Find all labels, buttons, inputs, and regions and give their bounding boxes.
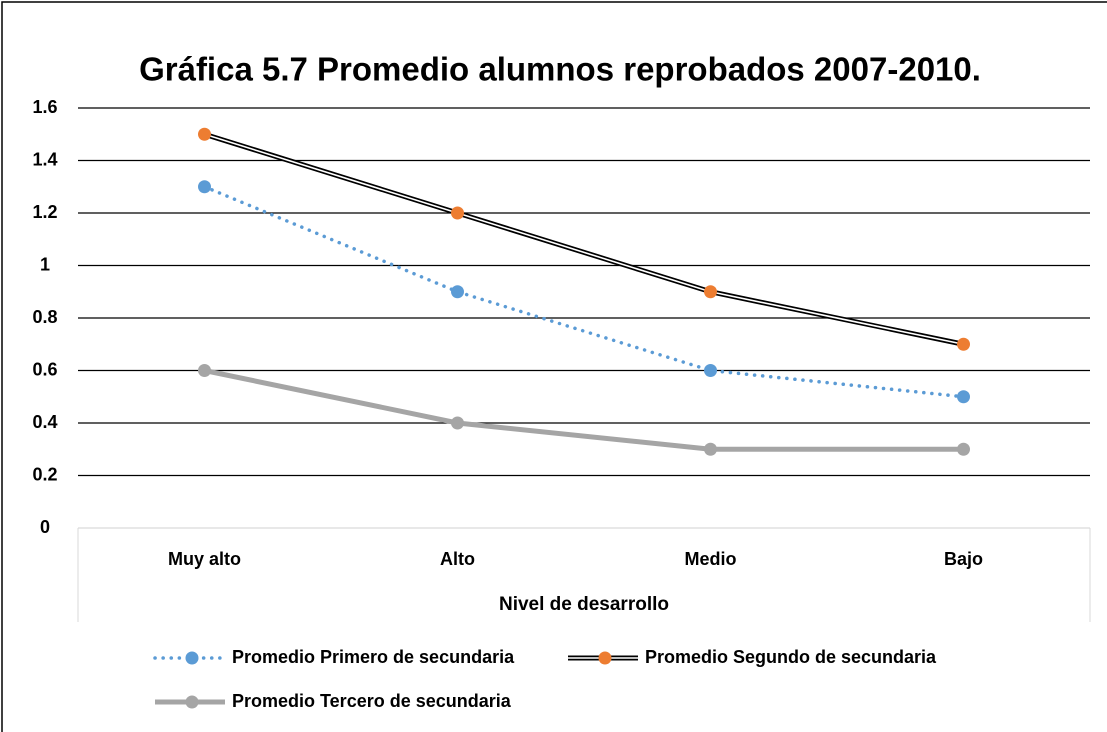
legend-label: Promedio Tercero de secundaria [232,691,512,711]
legend-marker [185,695,199,709]
x-axis-title: Nivel de desarrollo [499,594,669,615]
marker [704,442,717,456]
legend-label: Promedio Primero de secundaria [232,647,515,667]
line [202,185,966,399]
y-tick-label: 0.4 [32,412,57,432]
y-tick-label: 0.8 [32,307,57,327]
marker [704,364,717,377]
marker [957,337,970,351]
x-tick-label: Bajo [944,549,983,569]
y-tick-label: 0.2 [32,464,57,484]
marker [451,206,464,220]
x-tick-label: Medio [685,549,737,569]
marker [451,416,464,430]
marker [957,390,970,404]
y-tick-label: 1 [40,254,50,274]
chart-title: Gráfica 5.7 Promedio alumnos reprobados … [139,51,981,88]
marker [957,442,970,456]
y-tick-label: 1.6 [32,97,57,117]
line [203,131,965,347]
marker [198,180,211,194]
marker [198,364,211,377]
line-inner [204,133,964,346]
x-tick-label: Muy alto [168,549,241,569]
y-tick-label: 1.4 [32,149,57,169]
legend-marker [598,651,612,665]
y-tick-label: 0.6 [32,359,57,379]
legend-label: Promedio Segundo de secundaria [645,647,937,667]
marker [451,285,464,299]
marker [198,127,211,141]
y-tick-label: 1.2 [32,202,57,222]
marker [704,285,717,299]
line [203,368,964,452]
y-tick-label: 0 [40,517,50,537]
x-tick-label: Alto [440,549,475,569]
legend-marker [185,651,199,665]
